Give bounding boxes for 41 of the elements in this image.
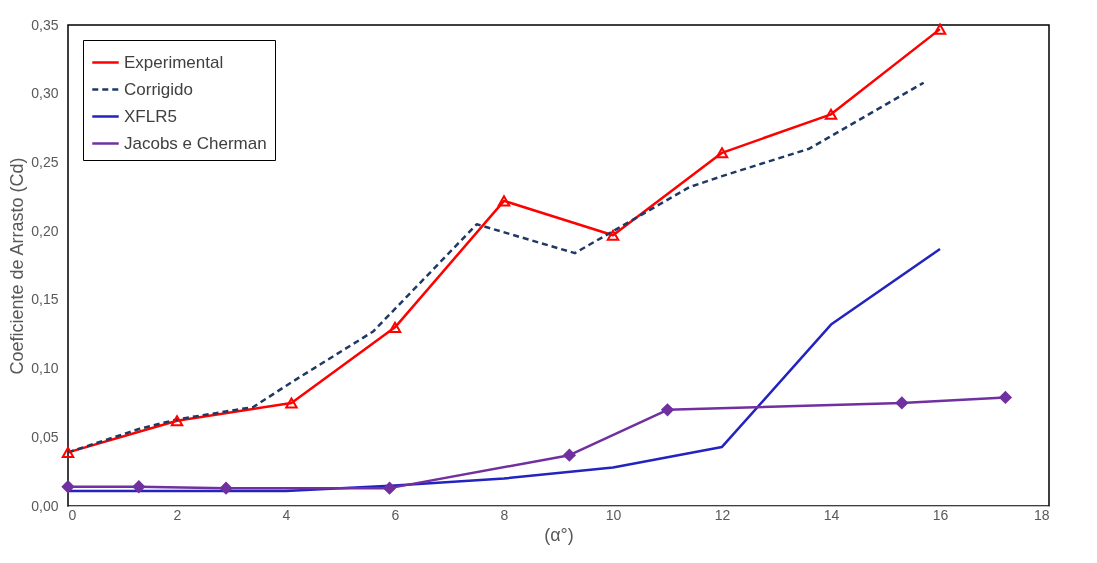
point bbox=[219, 481, 233, 495]
point bbox=[285, 397, 298, 409]
x-axis-title: (α°) bbox=[544, 524, 574, 545]
point bbox=[933, 23, 947, 35]
x-tick-label: 6 bbox=[391, 506, 400, 523]
x-tick-label: 12 bbox=[714, 506, 731, 523]
y-tick-label: 0,10 bbox=[31, 360, 59, 377]
point bbox=[563, 448, 576, 462]
point bbox=[61, 480, 75, 493]
x-tick-label: 14 bbox=[823, 506, 840, 523]
point bbox=[132, 480, 146, 493]
point bbox=[61, 446, 75, 458]
y-tick-label: 0,30 bbox=[31, 85, 59, 102]
point bbox=[661, 403, 674, 417]
y-tick-label: 0,05 bbox=[31, 428, 59, 445]
legend-label: XFLR5 bbox=[124, 106, 177, 126]
y-axis-title: Coeficiente de Arrasto (Cd) bbox=[7, 157, 28, 375]
x-tick-label: 18 bbox=[1033, 506, 1050, 523]
legend-label: Experimental bbox=[124, 52, 224, 72]
point bbox=[383, 481, 396, 495]
point bbox=[170, 415, 184, 427]
x-tick-label: 4 bbox=[282, 506, 291, 523]
point bbox=[715, 147, 729, 159]
y-tick-label: 0,20 bbox=[31, 222, 59, 239]
point bbox=[497, 195, 511, 207]
y-tick-label: 0,00 bbox=[31, 497, 59, 514]
point bbox=[999, 391, 1012, 404]
x-tick-label: 16 bbox=[932, 506, 949, 523]
point bbox=[388, 321, 402, 333]
point bbox=[895, 396, 909, 410]
point bbox=[824, 108, 838, 120]
y-tick-label: 0,35 bbox=[31, 16, 59, 33]
x-tick-label: 2 bbox=[173, 506, 182, 523]
legend-label: Corrigido bbox=[124, 79, 193, 99]
point bbox=[606, 229, 620, 241]
x-tick-label: 10 bbox=[605, 506, 622, 523]
x-tick-label: 8 bbox=[500, 506, 509, 523]
x-tick-label: 0 bbox=[68, 506, 77, 523]
y-tick-label: 0,25 bbox=[31, 153, 59, 170]
legend-label: Jacobs e Cherman bbox=[124, 133, 267, 153]
y-tick-label: 0,15 bbox=[31, 291, 59, 308]
